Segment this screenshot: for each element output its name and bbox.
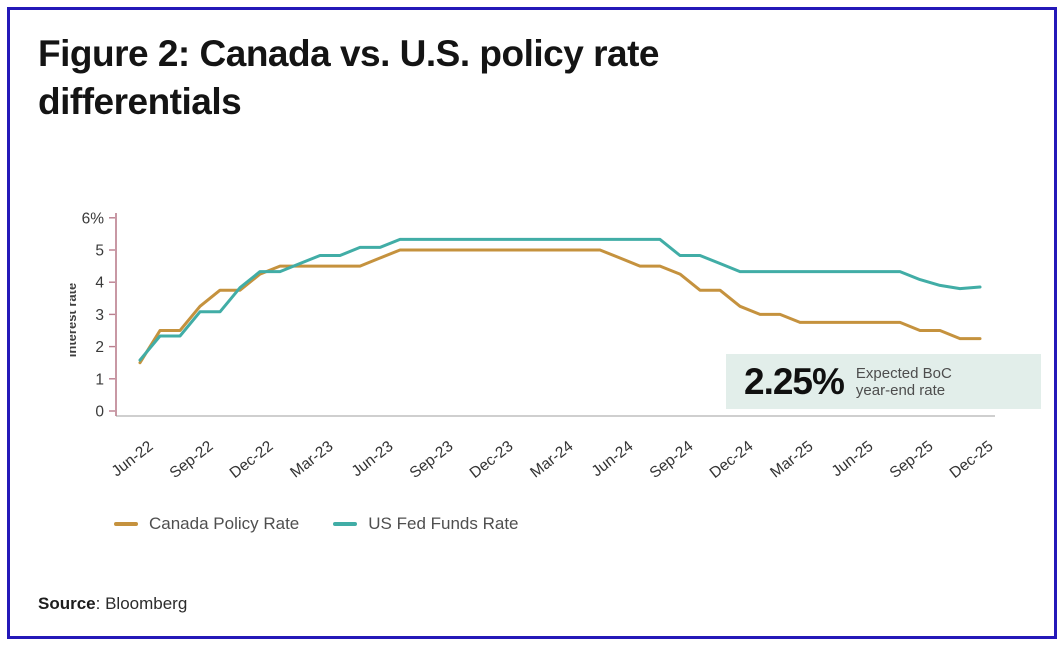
source-note: Source: Bloomberg	[38, 594, 187, 614]
legend-label-canada: Canada Policy Rate	[149, 514, 300, 533]
x-tick-label: Sep-25	[887, 438, 937, 482]
canada-policy-rate-line	[138, 248, 982, 365]
x-tick-label: Sep-23	[407, 438, 457, 482]
x-tick-label: Jun-22	[109, 438, 157, 481]
x-tick-label: Dec-23	[467, 438, 517, 482]
y-tick-label: 4	[95, 275, 104, 292]
x-tick-label: Dec-24	[707, 438, 757, 482]
expected-rate-callout: 2.25% Expected BoC year-end rate	[726, 354, 1041, 409]
y-axis-title: Interest rate	[70, 283, 79, 357]
x-tick-label: Sep-22	[167, 438, 217, 482]
x-tick-label: Dec-22	[227, 438, 277, 482]
expected-rate-caption: Expected BoC year-end rate	[856, 365, 952, 399]
figure-title: Figure 2: Canada vs. U.S. policy rate di…	[38, 30, 898, 126]
y-tick-label: 6%	[82, 210, 105, 227]
y-tick-label: 0	[95, 404, 104, 421]
policy-rate-chart: 0 1 2 3 4 5 6% Interest rate Jun-22 Sep-22 Dec-22 M…	[64, 198, 1040, 500]
legend-item-canada: Canada Policy Rate	[114, 514, 299, 534]
expected-rate-caption-line2: year-end rate	[855, 381, 946, 399]
x-tick-label: Sep-24	[647, 438, 697, 482]
chart-legend: Canada Policy Rate US Fed Funds Rate	[114, 514, 519, 534]
us-fed-funds-rate-line	[138, 237, 982, 362]
us-line-swatch	[333, 522, 358, 526]
x-tick-label: Jun-23	[349, 438, 397, 481]
x-tick-label: Mar-24	[527, 438, 576, 482]
legend-label-us: US Fed Funds Rate	[368, 514, 519, 533]
x-tick-label: Dec-25	[947, 438, 997, 482]
x-tick-label: Mar-23	[287, 438, 336, 482]
x-tick-label: Jun-25	[829, 438, 877, 481]
legend-item-us: US Fed Funds Rate	[333, 514, 519, 534]
y-tick-label: 3	[95, 307, 104, 324]
expected-rate-caption-line1: Expected BoC	[855, 364, 952, 382]
figure-title-line1: Figure 2: Canada vs. U.S. policy rate	[38, 33, 659, 74]
source-value: : Bloomberg	[95, 594, 188, 613]
figure-title-line2: differentials	[38, 81, 242, 122]
expected-rate-value: 2.25%	[744, 360, 845, 402]
canada-line-swatch	[114, 522, 138, 526]
y-tick-label: 2	[95, 339, 104, 356]
y-tick-label: 5	[95, 243, 104, 260]
y-tick-label: 1	[95, 371, 104, 388]
source-label: Source	[38, 594, 96, 613]
x-tick-label: Mar-25	[767, 438, 816, 482]
x-tick-label: Jun-24	[589, 438, 637, 481]
